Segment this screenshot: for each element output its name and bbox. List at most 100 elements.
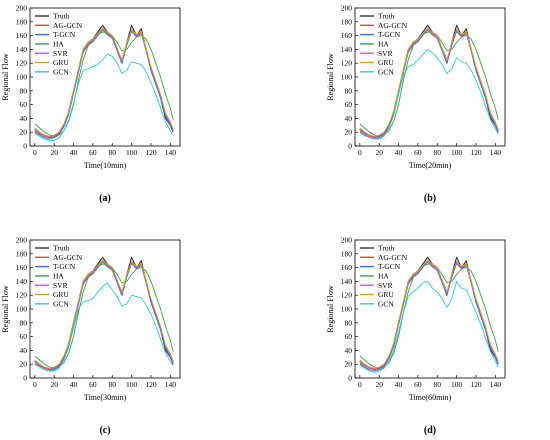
panel-label: (c)	[99, 425, 110, 436]
series-line-gru	[359, 28, 499, 137]
legend-label-ag-gcn: AG-GCN	[378, 21, 408, 30]
x-tick-label: 120	[145, 148, 157, 157]
x-axis-label: Time(20min)	[409, 161, 452, 170]
y-tick-label: 120	[16, 59, 28, 68]
y-tick-label: 160	[341, 31, 353, 40]
y-tick-label: 0	[23, 142, 27, 151]
y-tick-label: 100	[341, 305, 353, 314]
y-tick-label: 80	[20, 318, 28, 327]
y-tick-label: 140	[341, 45, 353, 54]
legend-label-truth: Truth	[53, 12, 70, 21]
panel-c: 0 20 40 60 80 100 120 140 160 180 200 0 20 40 60 80 100 1…	[1, 236, 181, 436]
x-tick-label: 20	[50, 380, 58, 389]
legend-label-svr: SVR	[378, 49, 393, 58]
y-tick-label: 200	[16, 236, 28, 245]
x-tick-label: 20	[375, 380, 383, 389]
x-tick-label: 40	[70, 148, 78, 157]
y-tick-label: 140	[16, 277, 28, 286]
x-tick-label: 0	[33, 148, 37, 157]
y-tick-label: 80	[20, 86, 28, 95]
y-tick-label: 60	[345, 332, 353, 341]
panel-d: 0 20 40 60 80 100 120 140 160 180 200 0 20 40 60 80 100 1…	[326, 236, 506, 436]
legend-label-truth: Truth	[378, 12, 395, 21]
x-tick-label: 60	[414, 148, 422, 157]
series-line-ha	[34, 263, 174, 369]
x-tick-label: 100	[451, 380, 463, 389]
y-axis-label: Regional Flow	[326, 53, 335, 101]
y-tick-label: 180	[341, 17, 353, 26]
y-tick-label: 40	[345, 346, 353, 355]
x-tick-label: 120	[145, 380, 157, 389]
x-tick-label: 100	[126, 380, 138, 389]
panel-a: 0 20 40 60 80 100 120 140 160 180 200 0 20 40 60 80 100 1…	[1, 4, 181, 204]
x-tick-label: 20	[375, 148, 383, 157]
x-tick-label: 40	[395, 380, 403, 389]
series-line-gcn	[359, 48, 499, 140]
x-tick-label: 80	[109, 148, 117, 157]
y-tick-label: 200	[341, 4, 353, 13]
x-tick-label: 100	[126, 148, 138, 157]
panel-label: (d)	[424, 425, 436, 436]
x-tick-label: 60	[89, 380, 97, 389]
legend-label-ag-gcn: AG-GCN	[378, 253, 408, 262]
legend-label-gcn: GCN	[53, 67, 69, 76]
y-tick-label: 160	[16, 263, 28, 272]
legend-label-svr: SVR	[378, 281, 393, 290]
y-tick-label: 60	[20, 100, 28, 109]
y-tick-label: 160	[16, 31, 28, 40]
x-tick-label: 80	[434, 148, 442, 157]
legend-label-gru: GRU	[378, 290, 394, 299]
legend-label-t-gcn: T-GCN	[53, 30, 76, 39]
series-line-gcn	[34, 282, 174, 372]
x-tick-label: 120	[470, 380, 482, 389]
legend-label-t-gcn: T-GCN	[378, 30, 401, 39]
x-tick-label: 0	[33, 380, 37, 389]
y-tick-label: 0	[23, 374, 27, 383]
series-line-ha	[359, 31, 499, 137]
y-tick-label: 20	[345, 360, 353, 369]
legend-label-t-gcn: T-GCN	[378, 262, 401, 271]
y-tick-label: 0	[348, 374, 352, 383]
y-tick-label: 40	[20, 114, 28, 123]
series-line-gru	[34, 28, 174, 137]
panel-label: (a)	[99, 193, 111, 204]
legend-label-ha: HA	[378, 272, 389, 281]
y-tick-label: 80	[345, 86, 353, 95]
legend-label-ha: HA	[53, 40, 64, 49]
x-tick-label: 20	[50, 148, 58, 157]
legend-label-ha: HA	[378, 40, 389, 49]
y-tick-label: 20	[20, 360, 28, 369]
x-tick-label: 140	[165, 380, 177, 389]
x-tick-label: 0	[358, 148, 362, 157]
x-axis-label: Time(60min)	[409, 393, 452, 402]
y-tick-label: 180	[16, 17, 28, 26]
legend-label-gru: GRU	[53, 290, 69, 299]
y-tick-label: 200	[16, 4, 28, 13]
y-tick-label: 140	[341, 277, 353, 286]
panel-label: (b)	[424, 193, 436, 204]
x-tick-label: 100	[451, 148, 463, 157]
x-tick-label: 60	[414, 380, 422, 389]
y-axis-label: Regional Flow	[1, 53, 10, 101]
series-line-gru	[34, 260, 174, 369]
legend-label-svr: SVR	[53, 49, 68, 58]
y-axis-label: Regional Flow	[1, 285, 10, 333]
x-tick-label: 120	[470, 148, 482, 157]
y-tick-label: 100	[16, 73, 28, 82]
legend-label-t-gcn: T-GCN	[53, 262, 76, 271]
y-tick-label: 40	[20, 346, 28, 355]
y-tick-label: 100	[341, 73, 353, 82]
series-line-gcn	[359, 280, 499, 373]
series-line-ha	[34, 31, 174, 137]
legend-label-gru: GRU	[53, 58, 69, 67]
y-tick-label: 120	[341, 59, 353, 68]
legend-label-gcn: GCN	[378, 299, 394, 308]
legend-label-gru: GRU	[378, 58, 394, 67]
y-tick-label: 80	[345, 318, 353, 327]
y-tick-label: 60	[20, 332, 28, 341]
panel-b: 0 20 40 60 80 100 120 140 160 180 200 0 20 40 60 80 100 1…	[326, 4, 506, 204]
